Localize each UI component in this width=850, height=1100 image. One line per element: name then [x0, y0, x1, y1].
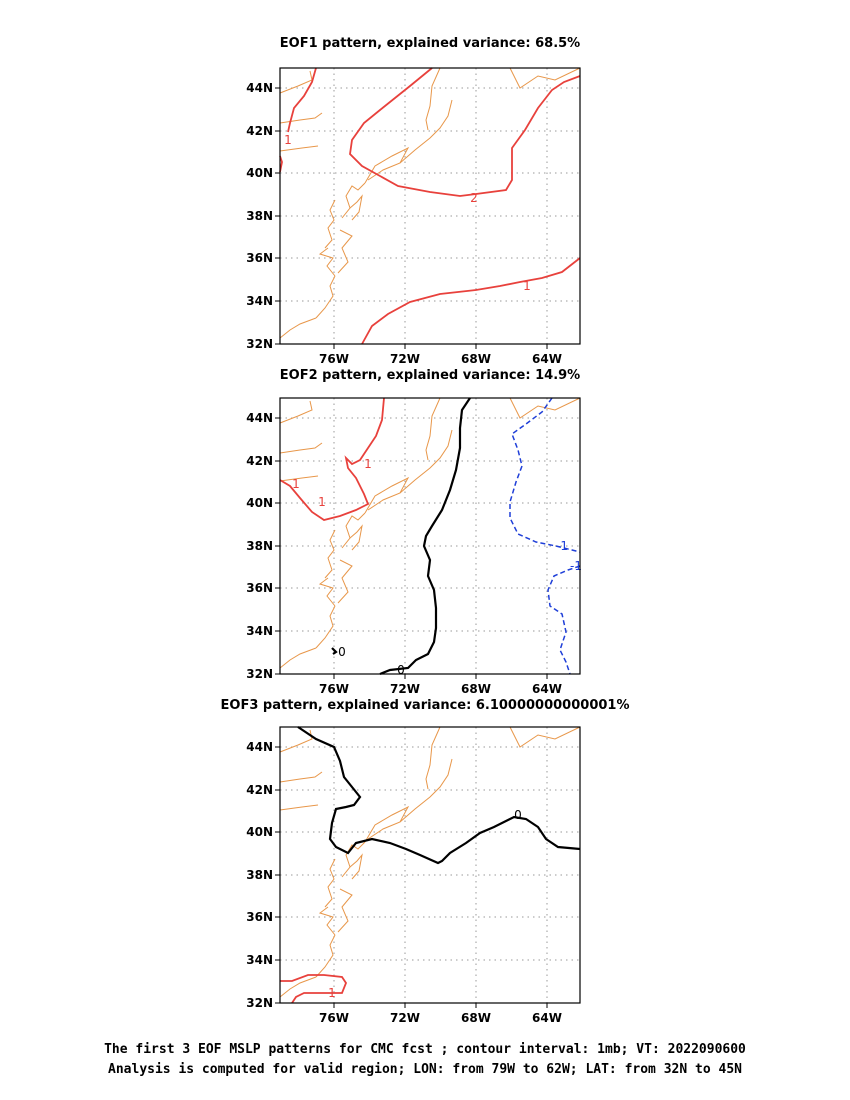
y-tick-label: 36N: [246, 251, 273, 265]
panel2-ticks: [274, 417, 548, 680]
x-tick-label: 68W: [461, 352, 491, 366]
x-tick-label: 76W: [319, 1011, 349, 1025]
panel2-contour-label: 0: [338, 645, 346, 659]
panel3-map: 0 1 44N 42N 40N 38N 36N 34N 32N 76W 72W …: [246, 726, 581, 1025]
panel1-title: EOF1 pattern, explained variance: 68.5%: [280, 36, 580, 51]
panel2-y-axis: 44N 42N 40N 38N 36N 34N 32N: [246, 411, 273, 681]
y-tick-label: 40N: [246, 166, 273, 180]
panel2-contour-label: 0: [397, 663, 405, 677]
panel2-title: EOF2 pattern, explained variance: 14.9%: [280, 368, 580, 383]
panel3-title: EOF3 pattern, explained variance: 6.1000…: [221, 698, 630, 713]
panel1-frame: [279, 67, 581, 345]
panel3-contour-label: 1: [328, 986, 336, 1000]
y-tick-label: 44N: [246, 81, 273, 95]
panel2-positive-contours: [279, 397, 385, 521]
panel3-contour-0: [297, 726, 581, 865]
panel1-contours: [279, 67, 581, 345]
panel1-y-axis: 44N 42N 40N 38N 36N 34N 32N: [246, 81, 273, 351]
panel2-frame: [279, 397, 581, 675]
panel2-contour-0: [379, 397, 471, 676]
panel1-x-axis: 76W 72W 68W 64W: [319, 352, 562, 366]
panel2-contour-label: 1: [364, 457, 372, 471]
x-tick-label: 68W: [461, 682, 491, 696]
panel3-contour-1: [280, 974, 348, 1004]
panel3-gridlines: [279, 726, 581, 1004]
y-tick-label: 34N: [246, 953, 273, 967]
caption-line-2: Analysis is computed for valid region; L…: [108, 1062, 742, 1077]
y-tick-label: 34N: [246, 294, 273, 308]
y-tick-label: 38N: [246, 209, 273, 223]
x-tick-label: 64W: [532, 682, 562, 696]
panel3-y-axis: 44N 42N 40N 38N 36N 34N 32N: [246, 740, 273, 1010]
x-tick-label: 64W: [532, 352, 562, 366]
y-tick-label: 44N: [246, 411, 273, 425]
panel2-negative-contours: [509, 397, 581, 675]
y-tick-label: 40N: [246, 825, 273, 839]
y-tick-label: 38N: [246, 539, 273, 553]
x-tick-label: 72W: [390, 682, 420, 696]
panel2-contour-label: -1: [556, 539, 568, 553]
x-tick-label: 76W: [319, 682, 349, 696]
panel1-contour-1-west: [279, 67, 317, 173]
y-tick-label: 36N: [246, 910, 273, 924]
x-tick-label: 68W: [461, 1011, 491, 1025]
panel1-contour-2: [349, 67, 581, 197]
y-tick-label: 34N: [246, 624, 273, 638]
panel1-contour-label: 1: [523, 279, 531, 293]
panel3-frame: [279, 726, 581, 1004]
panel3-ticks: [274, 746, 548, 1009]
y-tick-label: 32N: [246, 667, 273, 681]
y-tick-label: 44N: [246, 740, 273, 754]
panel2-contour-0-small: [331, 647, 338, 655]
panel2-gridlines: [279, 397, 581, 675]
panel1-map: 1 2 1 44N 42N 40N 38N 36N 34N 32N 76W 72…: [246, 67, 581, 366]
y-tick-label: 36N: [246, 581, 273, 595]
y-tick-label: 42N: [246, 124, 273, 138]
x-tick-label: 72W: [390, 1011, 420, 1025]
panel1-contour-label: 2: [470, 191, 478, 205]
y-tick-label: 38N: [246, 868, 273, 882]
panel3-contour-label: 0: [514, 808, 522, 822]
panel2-contour-neg1-upper: [509, 397, 581, 553]
panel2-contour-label: 1: [318, 495, 326, 509]
x-tick-label: 64W: [532, 1011, 562, 1025]
x-tick-label: 76W: [319, 352, 349, 366]
y-tick-label: 42N: [246, 454, 273, 468]
panel2-coastline: [279, 397, 581, 669]
panel3-zero-contours: [297, 726, 581, 865]
panel1-gridlines: [279, 67, 581, 345]
x-tick-label: 72W: [390, 352, 420, 366]
panel2-contour-neg1-lower: [547, 565, 581, 675]
panel2-contour-label: 1: [292, 477, 300, 491]
panel3-x-axis: 76W 72W 68W 64W: [319, 1011, 562, 1025]
caption-line-1: The first 3 EOF MSLP patterns for CMC fc…: [104, 1042, 746, 1057]
panel1-contour-1-south: [361, 257, 581, 345]
y-tick-label: 42N: [246, 783, 273, 797]
panel2-x-axis: 76W 72W 68W 64W: [319, 682, 562, 696]
panel2-contour-1: [279, 397, 385, 521]
panel3-positive-contours: [280, 974, 348, 1004]
panel2-zero-contours: [331, 397, 471, 676]
panel2-map: 1 1 1 0 0 -1 -1 44N 42N 40N 38N 36N 34N …: [246, 397, 582, 696]
panel2-contour-label: -1: [570, 559, 582, 573]
panel1-ticks: [274, 87, 548, 350]
panel3-coastline: [279, 726, 581, 998]
panel1-contour-label: 1: [284, 133, 292, 147]
y-tick-label: 40N: [246, 496, 273, 510]
y-tick-label: 32N: [246, 996, 273, 1010]
y-tick-label: 32N: [246, 337, 273, 351]
